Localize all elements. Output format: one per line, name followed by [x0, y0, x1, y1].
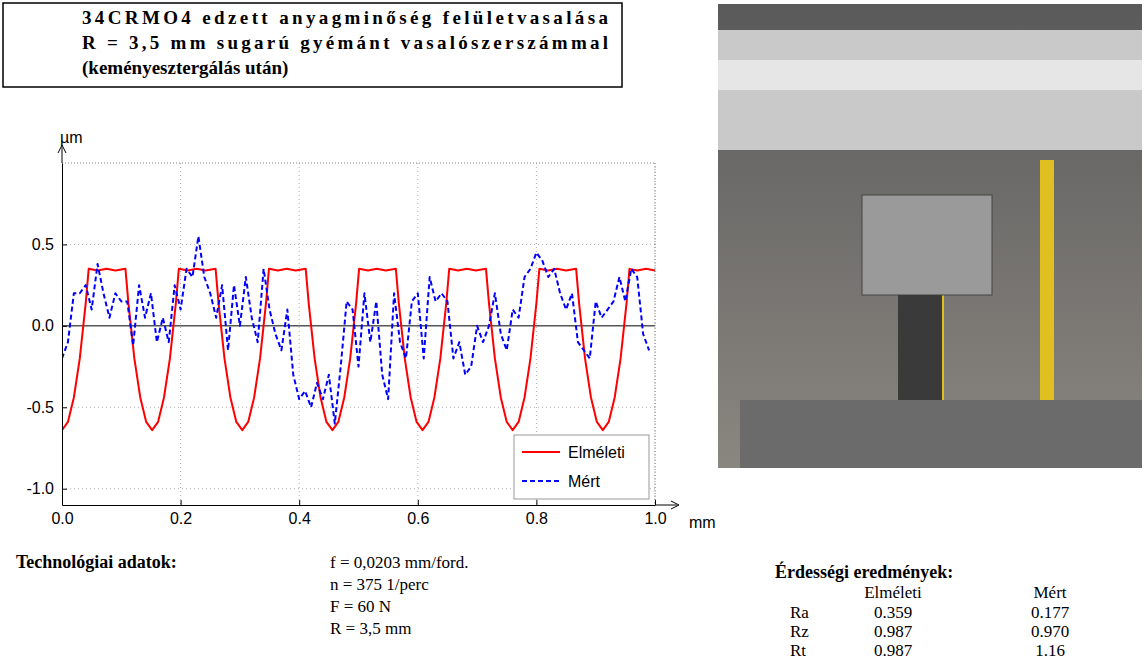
x-tick: 1.0	[644, 500, 666, 527]
x-tick-label: 0.4	[289, 510, 311, 527]
y-tick: 0.0	[32, 317, 67, 334]
x-tick-label: 0.0	[51, 510, 73, 527]
x-tick-mark	[181, 500, 182, 505]
x-tick-label: 0.6	[407, 510, 429, 527]
chart: 0.0 0.2 0.4 0.6 0.8 1.0 -1.0 -0.5 0.0 0.5 mm µm Elmé…	[26, 129, 715, 531]
x-tick-label: 0.8	[526, 510, 548, 527]
y-tick-mark	[62, 244, 67, 245]
tech-line: F = 60 N	[330, 597, 391, 616]
tech-line: R = 3,5 mm	[330, 619, 411, 638]
photo-spring	[898, 295, 942, 405]
header-line: R = 3,5 mm sugarú gyémánt vasalószerszám…	[82, 32, 608, 53]
results-title: Érdességi eredmények:	[775, 561, 953, 582]
grid	[62, 163, 655, 505]
grid-line-y	[62, 407, 655, 408]
results-row-label: Rz	[790, 622, 809, 641]
header-box	[3, 3, 622, 87]
x-tick-mark	[418, 500, 419, 505]
y-tick-label: 0.0	[32, 317, 54, 334]
y-tick-mark	[62, 407, 67, 408]
y-tick: -1.0	[26, 480, 67, 497]
y-tick-label: 0.5	[32, 236, 54, 253]
results-cell: 1.16	[1035, 641, 1065, 660]
x-tick-mark	[655, 500, 656, 505]
tech-line: n = 375 1/perc	[330, 575, 429, 594]
grid-line-x	[299, 163, 300, 505]
frame-top	[62, 163, 655, 164]
x-tick-mark	[536, 500, 537, 505]
photo-shaft-highlight	[718, 60, 1142, 90]
frame-right	[655, 163, 656, 505]
y-axis-title: µm	[60, 129, 83, 146]
grid-line-x	[417, 163, 418, 505]
legend-label: Mért	[568, 473, 601, 490]
y-tick-label: -0.5	[26, 399, 54, 416]
x-axis-arrow-shaft	[655, 505, 677, 506]
x-axis-title: mm	[689, 514, 716, 531]
results: Érdességi eredmények:Elméleti Mért Ra 0.359…	[775, 561, 1070, 660]
grid-line-x	[180, 163, 181, 505]
legend-box	[514, 435, 649, 499]
results-cell: 0.359	[874, 603, 912, 622]
x-tick: 0.6	[407, 500, 429, 527]
results-cell: 0.987	[874, 622, 913, 641]
y-tick: 0.5	[32, 236, 67, 253]
x-axis-line	[63, 505, 656, 506]
results-row-label: Rt	[790, 641, 806, 660]
y-axis-line	[62, 164, 63, 506]
x-axis-arrowhead	[671, 501, 679, 509]
results-cell: 0.177	[1031, 603, 1070, 622]
x-tick-mark	[299, 500, 300, 505]
header-line: 34CRMO4 edzett anyagminőség felületvasal…	[82, 7, 609, 28]
photo-shaft	[718, 30, 1142, 150]
photo	[718, 4, 1142, 468]
plot-area	[62, 236, 655, 430]
page: 34CRMO4 edzett anyagminőség felületvasal…	[0, 0, 1146, 666]
x-tick: 0.2	[170, 500, 192, 527]
y-tick-mark	[62, 326, 67, 327]
grid-line-x	[655, 163, 656, 505]
header-line: (keményesztergálás után)	[82, 57, 288, 79]
results-column-head: Mért	[1033, 583, 1066, 602]
results-cell: 0.970	[1031, 622, 1069, 641]
photo-slide	[740, 400, 1142, 468]
results-cell: 0.987	[874, 641, 913, 660]
legend: Elméleti Mért	[514, 435, 649, 499]
y-axis: -1.0 -0.5 0.0 0.5	[26, 164, 67, 506]
y-axis-arrow-shaft	[62, 147, 63, 163]
photo-background	[718, 4, 1142, 468]
tech-title: Technológiai adatok:	[16, 552, 177, 572]
y-axis-arrowhead	[58, 145, 66, 153]
x-tick: 0.4	[289, 500, 311, 527]
legend-swatch	[522, 480, 560, 482]
results-column-head: Elméleti	[864, 583, 922, 602]
grid-line-y	[62, 244, 655, 245]
tech-line: f = 0,0203 mm/ford.	[330, 553, 469, 572]
x-tick-label: 1.0	[644, 510, 666, 527]
y-tick-mark	[62, 489, 67, 490]
series-line	[62, 236, 649, 423]
photo-tool-holder	[862, 195, 992, 295]
x-tick-label: 0.2	[170, 510, 192, 527]
legend-swatch	[522, 451, 560, 453]
legend-label: Elméleti	[568, 444, 625, 461]
tech-data: Technológiai adatok: f = 0,0203 mm/ford. n…	[16, 552, 469, 638]
x-tick: 0.8	[526, 500, 548, 527]
results-row-label: Ra	[790, 603, 809, 622]
x-axis: 0.0 0.2 0.4 0.6 0.8 1.0	[51, 500, 666, 527]
header: 34CRMO4 edzett anyagminőség felületvasal…	[3, 3, 622, 87]
photo-guard	[1040, 160, 1054, 400]
y-tick: -0.5	[26, 399, 67, 416]
series-line	[62, 269, 655, 430]
zero-line	[62, 325, 655, 326]
y-tick-label: -1.0	[26, 480, 54, 497]
